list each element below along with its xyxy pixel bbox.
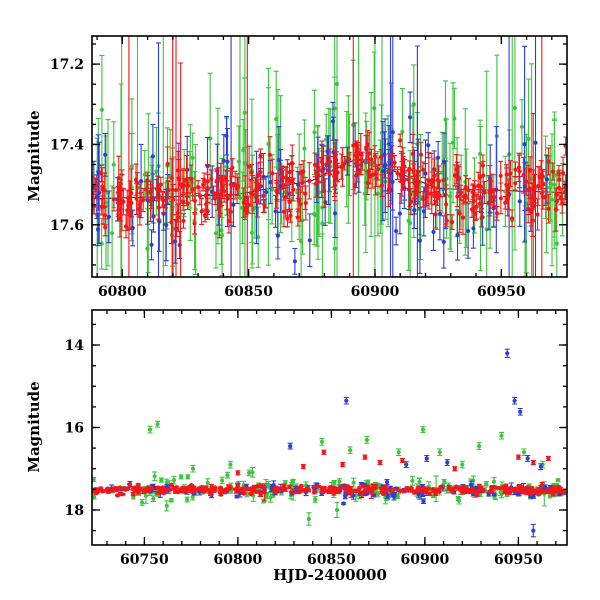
- outlier-red-points: [235, 449, 551, 476]
- x-tick-label: 60900: [351, 284, 400, 300]
- x-tick-label: 60800: [98, 284, 147, 300]
- x-tick-label: 60950: [477, 284, 526, 300]
- series-red-points: [92, 481, 567, 502]
- top-tick-labels: 60800 60850 60900 60950 17.2 17.4 17.6: [50, 57, 526, 300]
- x-tick-label: 60850: [307, 552, 356, 568]
- top-panel: 60800 60850 60900 60950 17.2 17.4 17.6: [50, 35, 568, 300]
- bottom-tick-labels: 60750 60800 60850 60900 60950 14 16 18: [65, 338, 543, 568]
- series-green-points: [94, 36, 565, 277]
- x-axis-label: HJD-2400000: [273, 566, 387, 584]
- top-axes: [91, 35, 568, 278]
- x-tick-label: 60800: [214, 552, 263, 568]
- y-tick-label: 17.6: [50, 218, 84, 234]
- y-tick-label: 17.2: [50, 57, 84, 73]
- y-axis-label-bottom: Magnitude: [25, 381, 43, 473]
- outlier-blue-points: [287, 348, 544, 538]
- bottom-axes: [91, 309, 568, 546]
- y-tick-label: 16: [65, 421, 84, 437]
- x-tick-label: 60900: [401, 552, 450, 568]
- bottom-plot-area: [92, 348, 567, 538]
- x-tick-label: 60850: [224, 284, 273, 300]
- outlier-green-points: [147, 420, 546, 526]
- series-red-points: [92, 36, 567, 277]
- x-tick-label: 60950: [494, 552, 543, 568]
- top-plot-area: [92, 36, 567, 277]
- y-axis-label-top: Magnitude: [25, 110, 43, 202]
- bottom-panel: 60750 60800 60850 60900 60950 14 16 18: [65, 309, 568, 568]
- y-tick-label: 18: [65, 503, 84, 519]
- y-tick-label: 17.4: [50, 137, 84, 153]
- y-tick-label: 14: [65, 338, 85, 354]
- x-tick-label: 60750: [120, 552, 169, 568]
